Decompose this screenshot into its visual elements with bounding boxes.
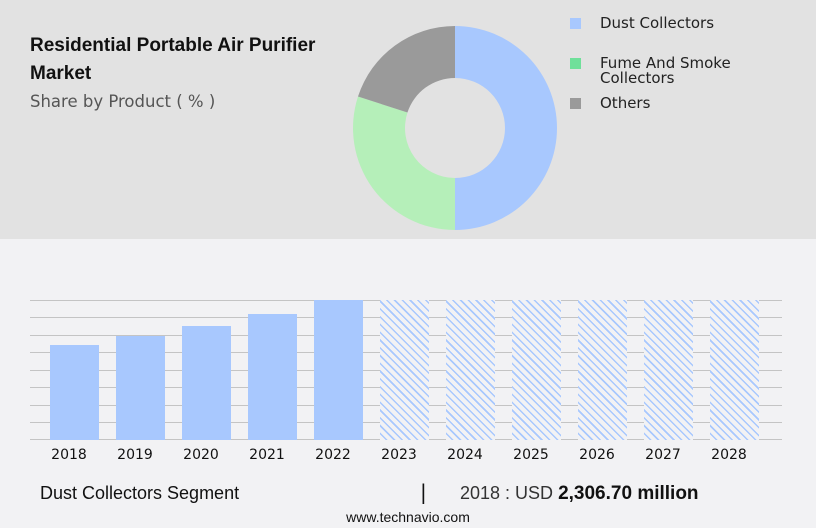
chart-subtitle: Share by Product ( % ) (30, 92, 216, 111)
legend-label: Dust Collectors (600, 14, 715, 32)
bar-2024-forecast (446, 300, 495, 440)
x-axis-label: 2018 (51, 447, 87, 463)
chart-title: Residential Portable Air Purifier Market (30, 35, 316, 84)
bar-2019 (116, 336, 165, 440)
x-axis-label: 2025 (513, 447, 549, 463)
legend-label: Fume And Smoke Collectors (600, 54, 731, 87)
bar-2020 (182, 326, 231, 440)
bar-chart (30, 300, 782, 440)
bar-2023-forecast (380, 300, 429, 440)
x-axis-label: 2027 (645, 447, 681, 463)
segment-value-amount: 2,306.70 million (558, 483, 699, 504)
x-axis-label: 2019 (117, 447, 153, 463)
bar-2027-forecast (644, 300, 693, 440)
x-axis-label: 2021 (249, 447, 285, 463)
donut-segment-fume-smoke-collectors (353, 96, 455, 230)
x-axis-label: 2024 (447, 447, 483, 463)
footer-separator: | (420, 480, 427, 504)
x-axis-label: 2020 (183, 447, 219, 463)
donut-segment-others (358, 26, 455, 113)
source-website: www.technavio.com (346, 509, 470, 525)
legend-swatch-icon (570, 58, 581, 69)
segment-year-label: 2018 : USD (460, 483, 554, 503)
legend-swatch-icon (570, 98, 581, 109)
segment-label: Dust Collectors Segment (40, 483, 240, 503)
x-axis-label: 2028 (711, 447, 747, 463)
bar-2025-forecast (512, 300, 561, 440)
legend-swatch-icon (570, 18, 581, 29)
legend-label: Others (600, 94, 651, 112)
x-axis-label: 2023 (381, 447, 417, 463)
bar-2021 (248, 314, 297, 440)
donut-chart (353, 26, 557, 230)
x-axis-label: 2022 (315, 447, 351, 463)
bar-2022 (314, 300, 363, 440)
segment-value: 2018 : USD 2,306.70 million (460, 483, 699, 505)
x-axis-label: 2026 (579, 447, 615, 463)
bar-2018 (50, 345, 99, 440)
share-by-product-panel: Residential Portable Air Purifier Market… (0, 0, 816, 239)
bar-2026-forecast (578, 300, 627, 440)
bar-2028-forecast (710, 300, 759, 440)
donut-segment-dust-collectors (455, 26, 557, 230)
